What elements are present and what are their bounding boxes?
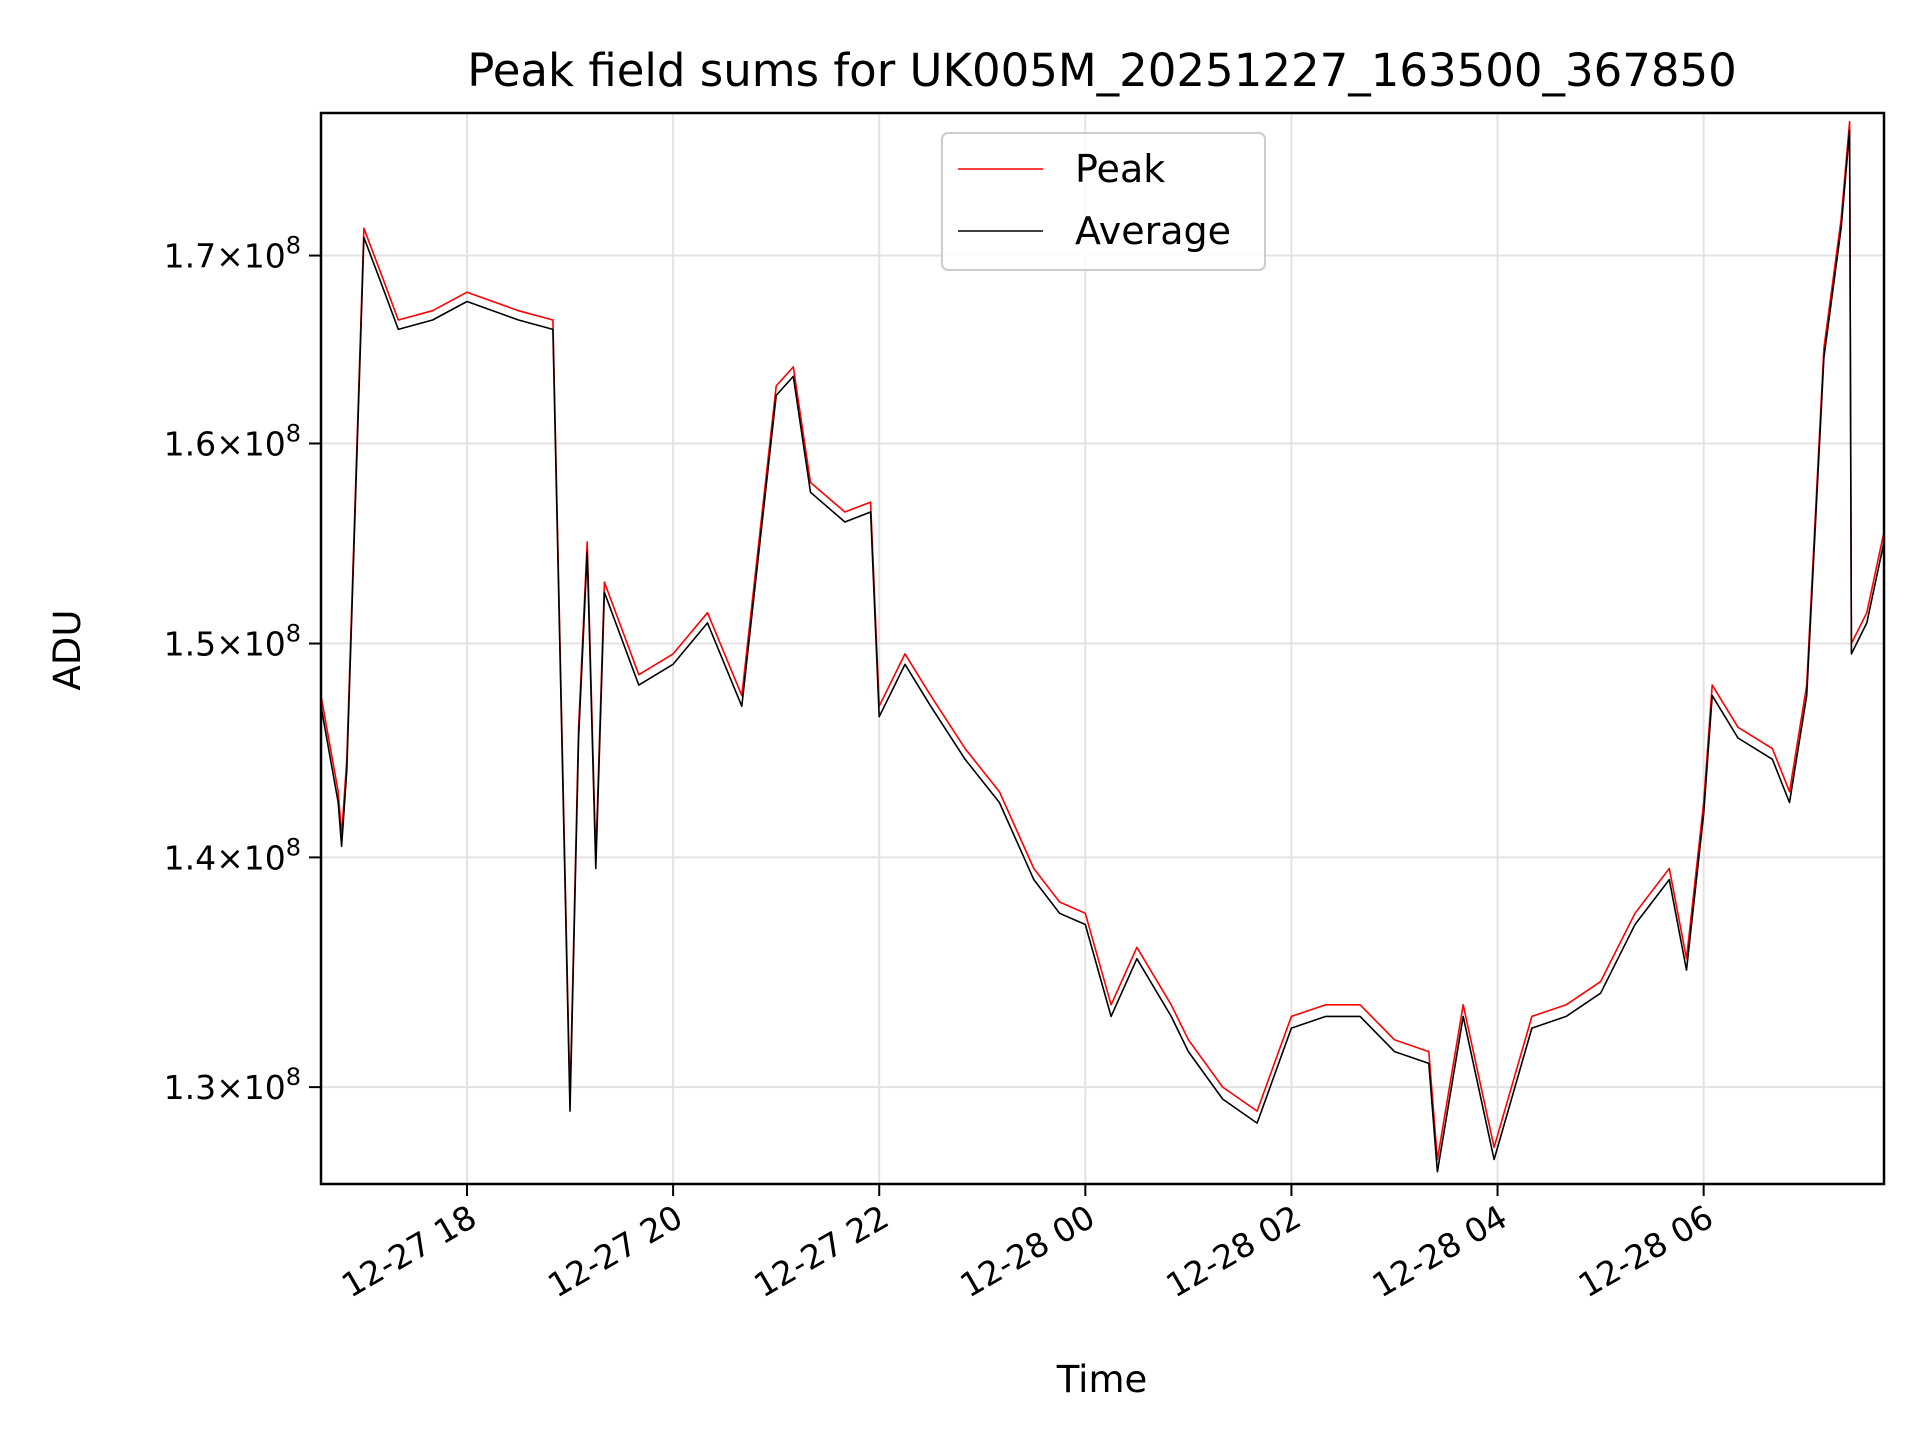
legend: Peak Average [941,132,1266,271]
plot-frame [319,111,1886,1186]
series-line-peak [321,120,1884,1161]
y-tick-label: 1.3×108 [164,1063,301,1107]
chart-title: Peak field sums for UK005M_20251227_1635… [467,44,1737,97]
y-tick-label: 1.6×108 [164,419,301,463]
legend-label-average: Average [1075,209,1231,253]
series-layer [321,120,1884,1173]
x-tick-label: 12-28 02 [1159,1197,1307,1305]
x-tick-label: 12-27 18 [335,1197,483,1305]
y-tick-label: 1.4×108 [164,833,301,877]
series-line-average [321,129,1884,1173]
grid [321,113,1884,1184]
y-axis: 1.3×108 1.4×108 1.5×108 1.6×108 1.7×108 [164,232,321,1107]
x-tick-label: 12-28 00 [953,1197,1101,1305]
y-axis-label: ADU [46,610,89,691]
x-tick-label: 12-28 04 [1366,1197,1514,1305]
y-tick-label: 1.7×108 [164,232,301,276]
legend-box [941,132,1266,271]
legend-label-peak: Peak [1075,147,1165,191]
x-tick-label: 12-28 06 [1572,1197,1720,1305]
x-tick-label: 12-27 20 [541,1197,689,1305]
x-tick-label: 12-27 22 [747,1197,895,1305]
x-axis: 12-27 18 12-27 20 12-27 22 12-28 00 12-28 02… [335,1184,1720,1305]
x-axis-label: Time [1056,1358,1148,1401]
y-tick-label: 1.5×108 [164,620,301,664]
